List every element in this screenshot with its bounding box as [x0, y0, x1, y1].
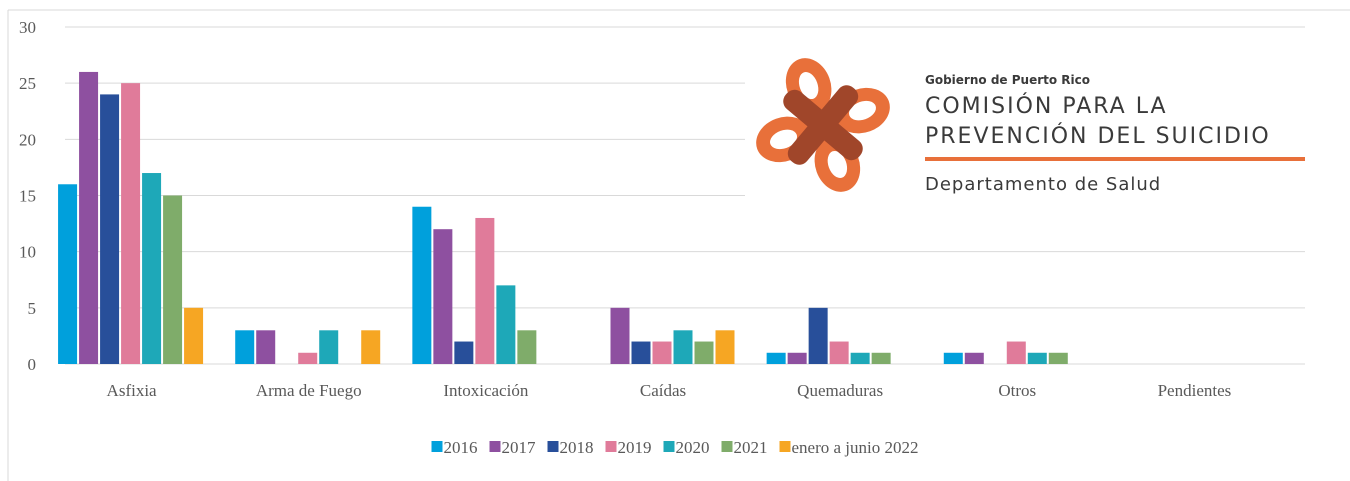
bar — [412, 206, 432, 364]
bar — [787, 352, 807, 364]
logo-department: Departamento de Salud — [925, 174, 1161, 195]
bar — [361, 330, 381, 364]
y-tick-label: 0 — [28, 355, 37, 374]
bar — [694, 341, 714, 364]
legend-swatch — [431, 441, 443, 452]
bar — [829, 341, 849, 364]
bar — [964, 352, 984, 364]
bar — [850, 352, 870, 364]
bar — [454, 341, 474, 364]
bar — [121, 83, 141, 365]
y-tick-label: 20 — [19, 130, 36, 149]
bar — [943, 352, 963, 364]
bar — [1006, 341, 1026, 364]
x-tick-label: Quemaduras — [797, 381, 883, 400]
bar — [766, 352, 786, 364]
x-tick-label: Intoxicación — [443, 381, 528, 400]
y-tick-label: 5 — [28, 299, 37, 318]
bar — [475, 217, 495, 364]
bar — [673, 330, 693, 364]
bar — [652, 341, 672, 364]
bar — [256, 330, 276, 364]
legend-label: 2021 — [734, 438, 768, 457]
bar — [1027, 352, 1047, 364]
logo-rule — [925, 157, 1305, 161]
bar — [1048, 352, 1068, 364]
bar — [433, 229, 453, 364]
x-tick-label: Otros — [998, 381, 1036, 400]
y-tick-label: 15 — [19, 187, 36, 206]
y-tick-label: 10 — [19, 243, 36, 262]
x-tick-label: Asfixia — [107, 381, 158, 400]
bar — [871, 352, 891, 364]
legend-label: 2018 — [560, 438, 594, 457]
bar — [610, 307, 630, 364]
legend-swatch — [721, 441, 733, 452]
legend: 2016 2017 2018 2019 2020 2021 enero a junio 20… — [431, 438, 919, 457]
x-tick-label: Pendientes — [1158, 381, 1232, 400]
y-tick-label: 25 — [19, 74, 36, 93]
legend-label: 2019 — [618, 438, 652, 457]
legend-label: 2020 — [676, 438, 710, 457]
logo-title-line1: COMISIÓN PARA LA — [925, 93, 1168, 119]
logo-mark — [756, 58, 890, 192]
legend-swatch — [489, 441, 501, 452]
x-tick-label: Arma de Fuego — [256, 381, 362, 400]
bar — [517, 330, 537, 364]
legend-swatch — [779, 441, 791, 452]
logo-title-line2: PREVENCIÓN DEL SUICIDIO — [925, 123, 1271, 149]
bar — [319, 330, 339, 364]
legend-label: 2016 — [444, 438, 478, 457]
y-tick-label: 30 — [19, 18, 36, 37]
legend-swatch — [547, 441, 559, 452]
bar — [631, 341, 651, 364]
bar — [808, 307, 828, 364]
logo: Gobierno de Puerto Rico COMISIÓN PARA LA… — [745, 40, 1315, 210]
legend-swatch — [663, 441, 675, 452]
legend-swatch — [605, 441, 617, 452]
legend-label: 2017 — [502, 438, 537, 457]
bar — [715, 330, 735, 364]
bar — [235, 330, 255, 364]
bar — [496, 285, 516, 364]
x-tick-label: Caídas — [640, 381, 686, 400]
bar — [184, 307, 204, 364]
legend-label: enero a junio 2022 — [792, 438, 919, 457]
bar — [58, 184, 78, 364]
bar — [79, 71, 99, 364]
bar — [100, 94, 120, 365]
bar — [298, 352, 318, 364]
bar — [142, 173, 162, 364]
logo-agency: Gobierno de Puerto Rico — [925, 73, 1090, 87]
bar — [163, 195, 183, 364]
